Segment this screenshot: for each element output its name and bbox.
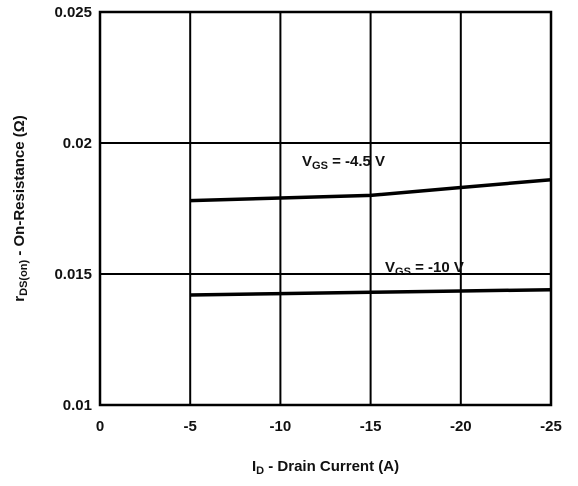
series-lines xyxy=(190,177,552,297)
grid-lines xyxy=(100,12,551,405)
y-tick-label: 0.025 xyxy=(54,4,92,21)
series-line-0 xyxy=(190,177,552,203)
x-tick-label: -15 xyxy=(360,418,382,435)
plot-frame xyxy=(98,10,553,407)
x-tick-label: -10 xyxy=(270,418,292,435)
series-line-1 xyxy=(190,287,552,297)
y-tick-label: 0.01 xyxy=(63,397,92,414)
x-tick-label: -5 xyxy=(184,418,197,435)
series-annotation-vgs-4-5: VGS = -4.5 V xyxy=(302,153,385,172)
x-tick-label: -20 xyxy=(450,418,472,435)
y-tick-label: 0.02 xyxy=(63,135,92,152)
x-tick-label: 0 xyxy=(96,418,104,435)
x-tick-label: -25 xyxy=(540,418,562,435)
y-axis-label: rDS(on) - On-Resistance (Ω) xyxy=(11,115,30,301)
series-annotation-vgs-10: VGS = -10 V xyxy=(385,259,464,278)
tick-labels: 0 -5 -10 -15 -20 -25 0.01 0.015 0.02 0.025 xyxy=(54,4,561,435)
x-axis-label: ID - Drain Current (A) xyxy=(252,458,399,477)
y-tick-label: 0.015 xyxy=(54,266,92,283)
